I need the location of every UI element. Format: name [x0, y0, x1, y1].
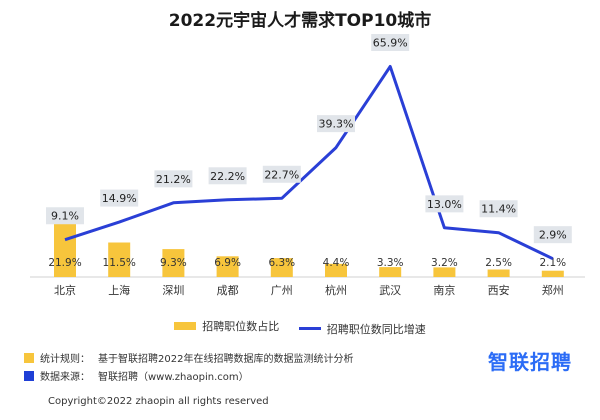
- bar-0: [54, 211, 76, 277]
- bar-label-2: 9.3%: [160, 257, 187, 269]
- footer-rule-row: 统计规则： 基于智联招聘2022年在线招聘数据库的数据监测统计分析: [24, 350, 353, 365]
- line-label-box-1: [100, 189, 139, 207]
- line-label-4: 22.7%: [264, 168, 299, 181]
- legend-label-bar: 招聘职位数占比: [202, 320, 280, 333]
- bar-6: [379, 267, 402, 277]
- bar-label-1: 11.5%: [103, 257, 136, 269]
- bar-label-3: 6.9%: [214, 257, 241, 269]
- x-tick-label-3: 成都: [217, 284, 239, 297]
- line-label-9: 2.9%: [539, 229, 567, 242]
- line-label-5: 39.3%: [319, 118, 354, 131]
- line-label-2: 21.2%: [156, 173, 191, 186]
- line-label-box-0: [46, 207, 84, 225]
- line-label-box-9: [533, 226, 572, 244]
- line-label-box-5: [317, 115, 355, 133]
- line-label-8: 11.4%: [481, 203, 516, 216]
- x-tick-label-2: 深圳: [162, 284, 184, 297]
- rule-color-square: [24, 352, 34, 363]
- bar-8: [487, 269, 510, 277]
- copyright-text: Copyright©2022 zhaopin all rights reserv…: [48, 396, 269, 407]
- bar-3: [216, 256, 239, 277]
- source-text: 智联招聘（www.zhaopin.com）: [98, 372, 249, 383]
- x-tick-label-8: 西安: [488, 283, 510, 297]
- bar-5: [325, 263, 347, 277]
- x-tick-label-9: 郑州: [542, 283, 564, 297]
- bar-label-5: 4.4%: [323, 257, 350, 269]
- legend-swatch-bar: [174, 322, 197, 330]
- rule-text: 基于智联招聘2022年在线招聘数据库的数据监测统计分析: [98, 354, 354, 365]
- bar-7: [433, 267, 456, 277]
- line-label-box-3: [208, 167, 247, 185]
- rule-label: 统计规则：: [40, 354, 90, 365]
- x-tick-label-1: 上海: [108, 283, 130, 297]
- bar-label-4: 6.3%: [268, 257, 295, 269]
- bar-label-7: 3.2%: [431, 257, 458, 269]
- chart-svg: 21.9% 11.5% 9.3% 6.9% 6.3% 4.4% 3.3% 3.2% 2.5% 2.…: [30, 34, 585, 297]
- line-label-box-7: [425, 195, 464, 213]
- x-tick-label-4: 广州: [271, 284, 293, 297]
- legend-item-bar: 招聘职位数占比: [174, 318, 279, 334]
- legend-label-line: 招聘职位数同比增速: [326, 322, 426, 336]
- x-tick-label-6: 武汉: [379, 284, 401, 297]
- bar-4: [270, 258, 293, 277]
- x-tick-label-0: 北京: [54, 283, 76, 297]
- bar-2: [162, 249, 185, 277]
- combo-chart: 21.9% 11.5% 9.3% 6.9% 6.3% 4.4% 3.3% 3.2% 2.5% 2.…: [30, 34, 585, 297]
- bar-label-0: 21.9%: [48, 257, 81, 269]
- line-label-box-2: [154, 170, 193, 188]
- zhaopin-logo: 智联招聘: [488, 350, 572, 374]
- bar-label-9: 2.1%: [539, 257, 566, 269]
- line-label-7: 13.0%: [427, 198, 462, 211]
- bar-9: [541, 270, 564, 277]
- line-label-box-6: [371, 34, 410, 52]
- bar-label-6: 3.3%: [377, 257, 404, 269]
- line-label-box-4: [262, 165, 301, 183]
- x-tick-label-5: 杭州: [325, 283, 347, 297]
- line-label-0: 9.1%: [51, 210, 79, 223]
- bar-1: [108, 242, 131, 277]
- chart-legend: 招聘职位数占比 招聘职位数同比增速: [0, 318, 600, 337]
- line-label-1: 14.9%: [102, 192, 137, 205]
- bar-label-8: 2.5%: [485, 257, 512, 269]
- legend-item-line: 招聘职位数同比增速: [298, 321, 426, 337]
- source-color-square: [24, 370, 34, 381]
- x-tick-label-7: 南京: [433, 283, 455, 297]
- growth-line: [64, 65, 554, 261]
- source-label: 数据来源：: [40, 372, 90, 383]
- line-label-6: 65.9%: [373, 37, 408, 50]
- legend-swatch-line: [298, 327, 321, 330]
- line-label-3: 22.2%: [210, 170, 245, 183]
- footer-source-row: 数据来源： 智联招聘（www.zhaopin.com）: [24, 368, 249, 383]
- chart-title: 2022元宇宙人才需求TOP10城市: [168, 11, 432, 31]
- line-label-box-8: [479, 200, 518, 218]
